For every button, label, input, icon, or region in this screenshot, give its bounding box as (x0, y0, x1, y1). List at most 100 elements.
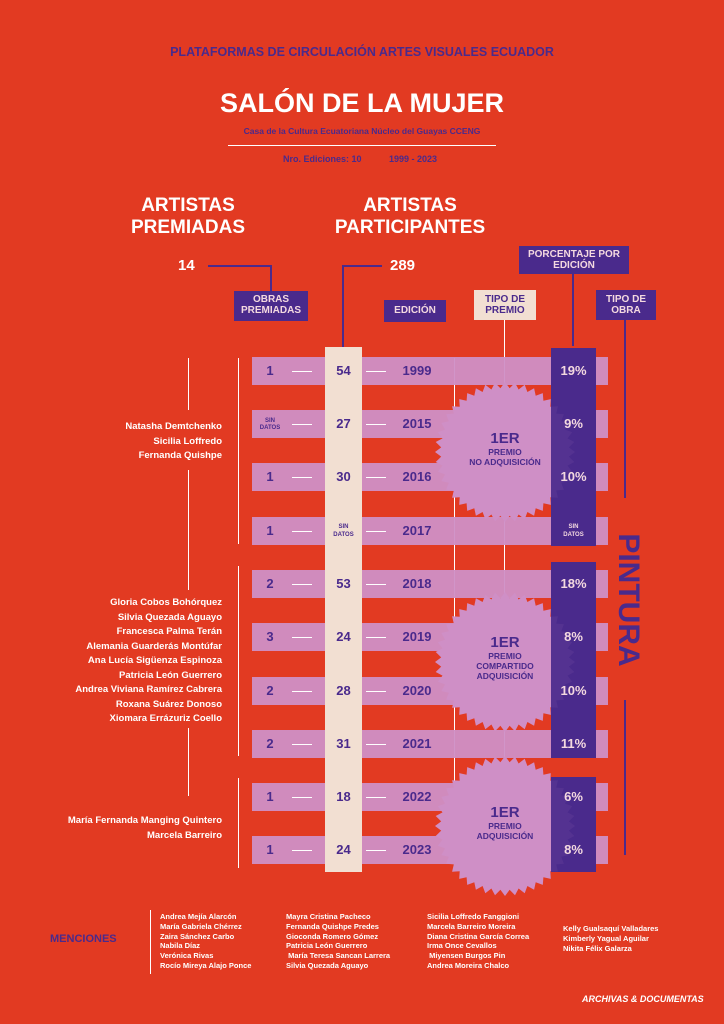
obras-header-l2: PREMIADAS (240, 305, 301, 316)
tipo-premio-header: TIPO DE PREMIO (474, 290, 536, 320)
row-dash (366, 637, 386, 638)
mencion-name: María Gabriela Chérrez (160, 921, 242, 931)
award-burst-2 (435, 592, 575, 732)
artist-name: Roxana Suárez Donoso (115, 698, 222, 710)
row-porcentaje: 18% (560, 576, 587, 591)
header-years: 1999 - 2023 (389, 154, 438, 164)
tipo-premio-l2: PREMIO (485, 305, 525, 316)
artist-name: Patricia León Guerrero (119, 669, 222, 681)
row-dash (292, 797, 312, 798)
artist-name: Sicilia Loffredo (153, 435, 222, 447)
row-porcentaje: 6% (564, 789, 583, 804)
row-edicion: 2021 (402, 736, 432, 751)
participantes-connector-v (342, 265, 344, 347)
artist-name: Francesca Palma Terán (116, 626, 222, 637)
artist-name: Alemania Guarderás Montúfar (86, 640, 222, 652)
award-1-l2: NO ADQUISICIÓN (469, 457, 541, 467)
mencion-name: Fernanda Quishpe Predes (286, 921, 379, 931)
group-line-3 (238, 778, 239, 868)
row-dash (366, 424, 386, 425)
row-dash (366, 691, 386, 692)
premiadas-connector-h (208, 265, 270, 267)
award-1-big: 1ER (490, 430, 520, 447)
row-obras: 1 (266, 523, 274, 538)
edicion-header-label: EDICIÓN (394, 305, 436, 316)
award-2-l2: COMPARTIDO (476, 661, 534, 671)
header-subtitle: Casa de la Cultura Ecuatoriana Núcleo de… (243, 126, 481, 136)
tipo-obra-header: TIPO DE OBRA (596, 290, 656, 320)
tipo-obra-l2: OBRA (611, 305, 641, 316)
row-participantes: 30 (336, 469, 351, 484)
row-obras: 2 (266, 576, 274, 591)
row-participantes: 24 (336, 629, 351, 644)
porcentaje-block-1-top (551, 348, 596, 546)
mencion-name: Sicilia Loffredo Fanggioni (427, 912, 520, 921)
artist-name: Fernanda Quishpe (138, 450, 222, 461)
participantes-count: 289 (390, 257, 416, 274)
header-divider (228, 145, 496, 146)
mencion-name: Kelly Gualsaquí Valladares (563, 924, 659, 933)
row-edicion: 2022 (402, 789, 432, 804)
mencion-name: Verónica Rivas (160, 951, 214, 961)
porcentaje-block-3-top (551, 777, 596, 872)
mencion-name: Rocío Mireya Alajo Ponce (160, 960, 252, 970)
group-left-line-c (188, 728, 189, 796)
tipo-premio-l1: TIPO DE (484, 294, 525, 305)
mencion-name: Marcela Barreiro Moreira (427, 921, 516, 931)
mencion-name: Diana Cristina García Correa (427, 931, 530, 941)
header-top: PLATAFORMAS DE CIRCULACIÓN ARTES VISUALE… (170, 45, 554, 59)
mencion-name: Irma Once Cevallos (427, 941, 497, 951)
mencion-name: Zaira Sánchez Carbo (160, 931, 235, 941)
tipo-obra-l1: TIPO DE (605, 294, 646, 305)
names-group-2: Gloria Cobos Bohórquez Silvia Quezada Agu… (20, 596, 222, 727)
row-porcentaje: 9% (564, 416, 583, 431)
edicion-sep-line (454, 358, 455, 868)
participantes-title-1: ARTISTAS (363, 195, 457, 216)
obras-header-l1: OBRAS (252, 294, 290, 305)
row-participantes: 28 (336, 683, 351, 698)
mencion-name: Andrea Mejía Alarcón (160, 912, 237, 921)
mencion-name: Kimberly Yagual Aguilar (563, 933, 649, 943)
mencion-name: Andrea Moreira Chalco (427, 960, 510, 970)
award-burst-1 (435, 382, 575, 522)
participantes-column (325, 347, 362, 872)
premiadas-title-1: ARTISTAS (141, 195, 235, 216)
row-porcentaje: 11% (560, 736, 587, 751)
artist-name: Gloria Cobos Bohórquez (110, 597, 222, 608)
mencion-name: Nikita Félix Galarza (563, 943, 632, 953)
row-dash (292, 744, 312, 745)
premiadas-title-2: PREMIADAS (130, 217, 245, 238)
names-group-1: Natasha Demtchenko Sicilia Loffredo Fernan… (20, 420, 222, 464)
award-2-l3: ADQUISICIÓN (476, 671, 534, 681)
row-edicion: 1999 (402, 363, 432, 378)
row-dash (366, 531, 386, 532)
row-porcentaje: 8% (564, 842, 583, 857)
artist-name: Ana Lucía Sigüenza Espinoza (87, 655, 222, 666)
row-participantes: 24 (336, 842, 351, 857)
row-participantes: 53 (336, 576, 351, 591)
row-dash (366, 477, 386, 478)
row-edicion: 2015 (402, 416, 432, 431)
menciones-col-4: Kelly Gualsaquí Valladares Kimberly Yagua… (563, 924, 658, 953)
row-dash (292, 477, 312, 478)
award-3-l2: ADQUISICIÓN (476, 831, 534, 841)
row-edicion: 2017 (402, 523, 432, 538)
mencion-name: Nabila Díaz (160, 941, 201, 951)
award-3-big: 1ER (490, 804, 520, 821)
award-2: 1ER PREMIO COMPARTIDO ADQUISICIÓN (455, 634, 555, 681)
group-line-1 (238, 358, 239, 544)
award-3: 1ER PREMIO ADQUISICIÓN (455, 804, 555, 841)
obras-premiadas-header: OBRAS PREMIADAS (234, 291, 308, 321)
artist-name: Natasha Demtchenko (125, 421, 222, 432)
row-participantes: 31 (336, 736, 351, 751)
award-1-l1: PREMIO (488, 447, 522, 457)
award-2-big: 1ER (490, 634, 520, 651)
row-obras: 2 (266, 736, 274, 751)
artist-name: Silvia Quezada Aguayo (117, 611, 222, 623)
menciones-col-3: Sicilia Loffredo Fanggioni Marcela Barrei… (427, 912, 529, 971)
row-porcentaje: SIN DATOS (563, 524, 584, 538)
row-porcentaje: 10% (560, 683, 587, 698)
mencion-name: María Teresa Sancan Larrera (286, 951, 391, 961)
